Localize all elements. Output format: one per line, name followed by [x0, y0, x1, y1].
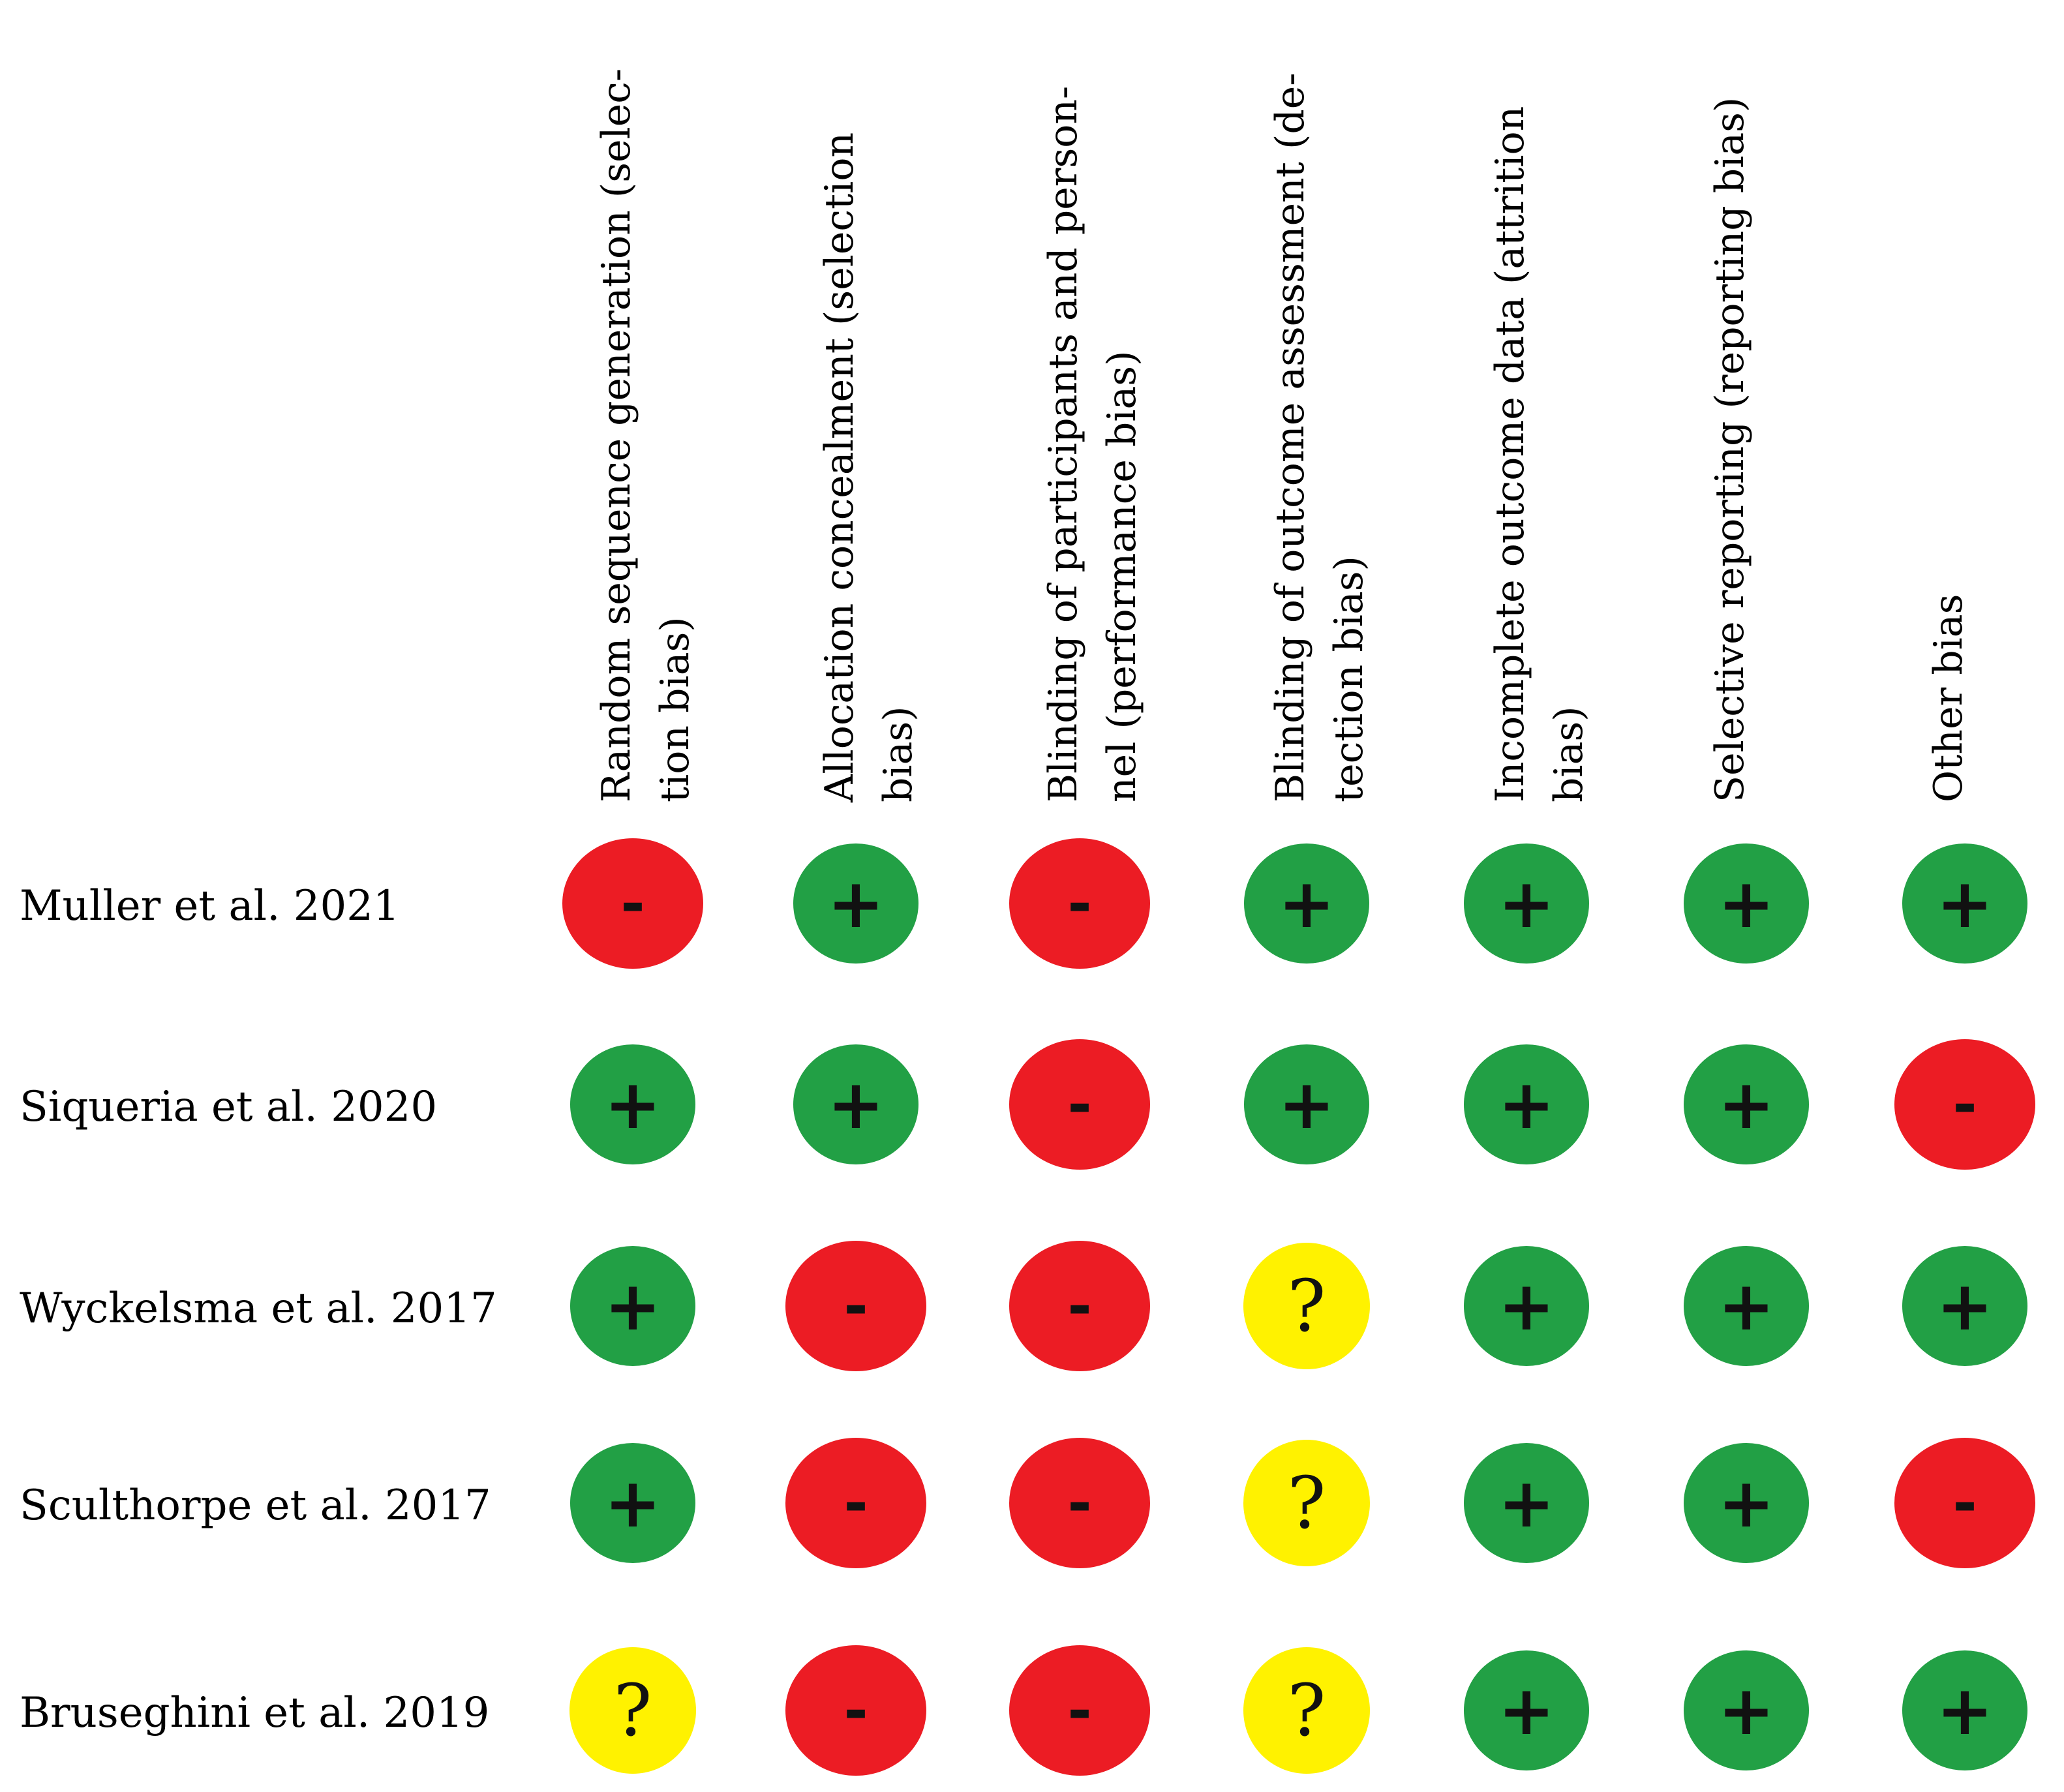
rating-high-minus-icon: - — [785, 1241, 926, 1371]
rating-high-minus-icon: - — [1009, 838, 1150, 969]
study-label: Wyckelsma et al. 2017 — [20, 1284, 497, 1333]
rating-low-plus-icon: + — [1902, 1650, 2027, 1770]
rating-low-plus-icon: + — [1464, 1443, 1589, 1563]
column-header-allocation-concealment: Allocation concealment (selection bias) — [810, 7, 928, 802]
column-header-line: Other bias — [1926, 594, 1971, 802]
rating-low-plus-icon: + — [570, 1443, 695, 1563]
rating-low-plus-icon: + — [1684, 1246, 1809, 1366]
rating-low-plus-icon: + — [1684, 1044, 1809, 1164]
rating-low-plus-icon: + — [1902, 843, 2027, 964]
column-header-blinding-outcome: Blinding of outcome assessment (de-tecti… — [1261, 7, 1378, 802]
column-header-line: Random sequence generation (selec- — [594, 68, 639, 802]
rating-low-plus-icon: + — [1684, 1443, 1809, 1563]
study-label: Muller et al. 2021 — [20, 882, 400, 930]
study-label: Bruseghini et al. 2019 — [20, 1689, 490, 1737]
column-header-line: Blinding of participants and person- — [1040, 85, 1086, 802]
column-header-line: Incomplete outcome data (attrition — [1487, 106, 1533, 802]
column-header-line: bias) — [875, 706, 921, 802]
column-header-line: Selective reporting (reporting bias) — [1707, 97, 1753, 802]
rating-low-plus-icon: + — [1464, 1246, 1589, 1366]
column-header-line: Allocation concealment (selection — [817, 132, 862, 802]
rating-unclear-question-icon: ? — [1243, 1243, 1370, 1369]
column-header-selective-reporting: Selective reporting (reporting bias) — [1701, 7, 1759, 802]
column-header-random-sequence: Random sequence generation (selec-tion b… — [587, 7, 705, 802]
rating-low-plus-icon: + — [1244, 1044, 1369, 1164]
rating-low-plus-icon: + — [1902, 1246, 2027, 1366]
column-header-other-bias: Other bias — [1919, 7, 1978, 802]
study-label: Siqueria et al. 2020 — [20, 1083, 438, 1131]
rating-low-plus-icon: + — [570, 1246, 695, 1366]
rating-low-plus-icon: + — [793, 1044, 918, 1164]
rating-high-minus-icon: - — [785, 1438, 926, 1568]
column-header-line: Blinding of outcome assessment (de- — [1267, 72, 1313, 802]
rating-high-minus-icon: - — [1009, 1438, 1150, 1568]
rating-unclear-question-icon: ? — [569, 1647, 696, 1774]
rating-low-plus-icon: + — [570, 1044, 695, 1164]
column-header-blinding-participants: Blinding of participants and person-nel … — [1034, 7, 1151, 802]
column-header-line: nel (performance bias) — [1099, 350, 1145, 803]
rating-high-minus-icon: - — [1009, 1241, 1150, 1371]
rating-high-minus-icon: - — [1894, 1039, 2035, 1170]
rating-low-plus-icon: + — [1464, 843, 1589, 964]
rating-low-plus-icon: + — [1464, 1044, 1589, 1164]
rating-low-plus-icon: + — [793, 843, 918, 964]
study-label: Sculthorpe et al. 2017 — [20, 1481, 491, 1530]
rating-unclear-question-icon: ? — [1243, 1647, 1370, 1774]
column-header-line: bias) — [1546, 706, 1592, 802]
rating-low-plus-icon: + — [1684, 1650, 1809, 1770]
rating-low-plus-icon: + — [1684, 843, 1809, 964]
rating-low-plus-icon: + — [1244, 843, 1369, 964]
rating-low-plus-icon: + — [1464, 1650, 1589, 1770]
column-header-incomplete-outcome: Incomplete outcome data (attrition bias) — [1481, 7, 1598, 802]
rating-unclear-question-icon: ? — [1243, 1440, 1370, 1566]
rating-high-minus-icon: - — [1009, 1039, 1150, 1170]
column-header-line: tion bias) — [652, 616, 698, 802]
rating-high-minus-icon: - — [785, 1645, 926, 1776]
rating-high-minus-icon: - — [1009, 1645, 1150, 1776]
column-header-line: tection bias) — [1326, 556, 1372, 802]
rating-high-minus-icon: - — [1894, 1438, 2035, 1568]
rating-high-minus-icon: - — [562, 838, 703, 969]
